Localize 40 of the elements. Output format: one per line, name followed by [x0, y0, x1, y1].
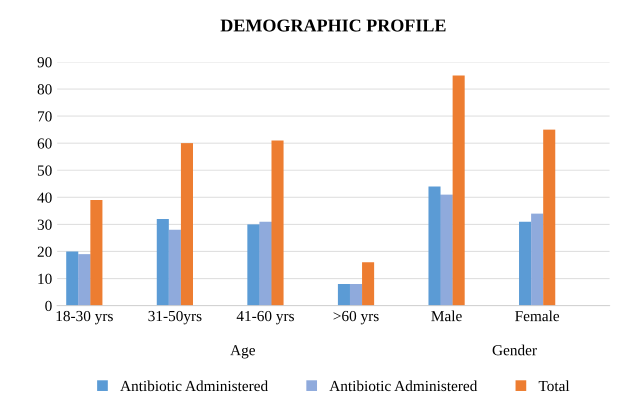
y-tick-label: 80 — [38, 84, 52, 94]
bar — [66, 251, 78, 306]
bar — [350, 284, 362, 306]
y-tick-label: 30 — [38, 220, 52, 230]
legend-label: Antibiotic Administered — [329, 380, 478, 392]
bar — [452, 75, 465, 306]
text: Age — [230, 345, 256, 358]
bar — [362, 262, 374, 306]
bar — [247, 224, 260, 306]
x-tick-label: Male — [431, 310, 462, 322]
y-tick-label: 60 — [38, 138, 52, 149]
y-tick-label: 20 — [38, 246, 52, 257]
legend-label: Total — [538, 380, 570, 392]
bar — [90, 200, 102, 306]
bar — [338, 284, 350, 306]
bar — [180, 143, 193, 306]
x-tick-label: 41-60 yrs — [236, 310, 294, 324]
bar — [531, 214, 544, 306]
y-tick-label: 40 — [37, 192, 52, 203]
y-tick-label: 50 — [38, 165, 52, 176]
x-tick-label: 31-50yrs — [148, 310, 202, 324]
y-tick-label: 10 — [38, 274, 52, 284]
text: Gender — [492, 344, 537, 356]
bar — [519, 222, 532, 306]
x-tick-label: 18-30 yrs — [56, 310, 113, 324]
bar — [259, 222, 272, 306]
bar — [428, 186, 441, 306]
bar — [78, 254, 90, 306]
bar — [156, 218, 169, 306]
x-tick-label: Female — [515, 310, 560, 322]
y-tick-label: 0 — [45, 300, 52, 312]
bar — [440, 194, 453, 306]
bar — [271, 140, 284, 306]
y-tick-label: 70 — [38, 111, 52, 122]
bar — [543, 130, 556, 306]
bar — [168, 230, 181, 306]
chart-title: DEMOGRAPHIC PROFILE — [220, 19, 446, 32]
legend-label: Antibiotic Administered — [120, 380, 268, 392]
y-tick-label: 90 — [38, 57, 52, 68]
x-tick-label: >60 yrs — [334, 310, 379, 324]
